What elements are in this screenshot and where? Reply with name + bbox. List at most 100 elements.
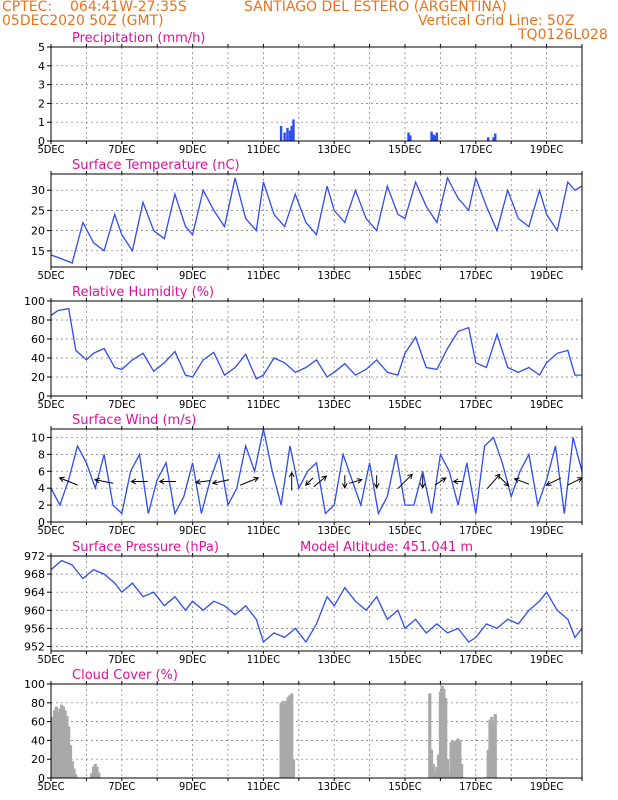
- x-tick-label: 11DEC: [247, 269, 280, 282]
- wind-arrow: [349, 479, 362, 484]
- wind-arrow-head: [253, 476, 260, 483]
- cloud-bar: [456, 738, 460, 778]
- x-tick-label: 11DEC: [247, 143, 280, 156]
- y-tick-label: 8: [38, 448, 45, 461]
- y-tick-label: 968: [24, 568, 45, 581]
- precip-bar: [430, 131, 433, 141]
- model-altitude: Model Altitude: 451.041 m: [300, 540, 473, 555]
- y-tick-label: 960: [24, 604, 45, 617]
- precip-bar: [435, 132, 439, 141]
- x-tick-label: 17DEC: [459, 524, 492, 537]
- y-tick-label: 0: [38, 772, 45, 785]
- x-tick-label: 11DEC: [247, 780, 280, 793]
- x-tick-label: 9DEC: [179, 269, 206, 282]
- y-tick-label: 30: [31, 184, 45, 197]
- precip-bar: [494, 133, 497, 141]
- plot-frame: [50, 300, 583, 397]
- x-tick-label: 7DEC: [108, 143, 135, 156]
- cloud-bar: [63, 710, 67, 778]
- cloud-bar: [58, 708, 62, 778]
- precip-bar: [433, 135, 437, 141]
- y-tick-label: 0: [38, 516, 45, 529]
- cloud-bar: [60, 704, 64, 778]
- y-tick-label: 80: [31, 697, 45, 710]
- cloud-bar: [435, 766, 439, 778]
- cloud-bar: [444, 698, 448, 778]
- x-tick-label: 9DEC: [179, 398, 206, 411]
- precip-bar: [492, 137, 495, 141]
- cloud-bar: [90, 773, 94, 778]
- cloud-bar: [493, 714, 497, 778]
- x-tick-label: 15DEC: [388, 398, 421, 411]
- cloud-bar: [460, 763, 464, 778]
- x-tick-label: 19DEC: [530, 780, 563, 793]
- cloud-bar: [491, 721, 496, 778]
- y-tick-label: 40: [31, 734, 45, 747]
- x-tick-label: 5DEC: [37, 269, 64, 282]
- x-tick-label: 11DEC: [247, 653, 280, 666]
- precip-bar: [283, 132, 286, 141]
- cloud-bar: [429, 749, 434, 778]
- cloud-bar: [445, 759, 450, 778]
- cloud-bar: [288, 695, 292, 778]
- x-tick-label: 9DEC: [179, 653, 206, 666]
- wind-arrow-head: [452, 478, 459, 485]
- cloud-bar: [291, 759, 296, 778]
- series-line: [51, 307, 582, 380]
- y-tick-label: 4: [38, 482, 45, 495]
- cloud-bar: [56, 712, 60, 778]
- cloud-bar: [281, 700, 285, 778]
- x-tick-label: 13DEC: [318, 524, 351, 537]
- wind-arrow: [567, 477, 583, 486]
- wind-arrow: [486, 473, 501, 490]
- cloud-bar: [54, 706, 58, 778]
- panel-title: Relative Humidity (%): [72, 285, 214, 300]
- wind-arrow-head: [58, 476, 65, 483]
- wind-arrow-head: [130, 478, 137, 485]
- y-tick-label: 1: [38, 116, 45, 129]
- x-tick-label: 5DEC: [37, 524, 64, 537]
- precip-bar: [288, 130, 292, 141]
- panel-4: 0 2 4 6 8 10 5DEC 7DEC 9DEC 11DEC 13DEC 15DEC 17DEC 1…: [31, 413, 584, 537]
- cloud-bar: [51, 716, 55, 778]
- x-tick-label: 17DEC: [459, 269, 492, 282]
- cloud-bar: [454, 740, 458, 778]
- cloud-bar: [433, 773, 437, 778]
- x-tick-label: 13DEC: [318, 269, 351, 282]
- x-tick-label: 7DEC: [108, 780, 135, 793]
- wind-arrow-head: [341, 483, 348, 489]
- y-tick-label: 0: [38, 135, 45, 148]
- precip-bar: [279, 125, 283, 141]
- plot-frame: [50, 173, 583, 268]
- x-tick-label: 17DEC: [459, 780, 492, 793]
- panel-3: 0 20 40 60 80 100 5DEC 7DEC 9DEC 11DEC 13DEC 15DEC 1…: [24, 285, 583, 411]
- precip-bar: [432, 134, 435, 141]
- precip-bar: [286, 127, 289, 141]
- wind-arrow: [499, 476, 509, 487]
- panel-5: 952 956 960 964 968 972 5DEC 7DEC 9DEC 11DEC 13DEC…: [24, 540, 583, 666]
- y-tick-label: 3: [38, 79, 45, 92]
- x-tick-label: 19DEC: [530, 398, 563, 411]
- y-tick-label: 60: [31, 333, 45, 346]
- wind-arrow-head: [407, 473, 413, 480]
- panel-title: Surface Temperature (nC): [72, 158, 240, 173]
- x-tick-label: 13DEC: [318, 143, 351, 156]
- x-tick-label: 5DEC: [37, 653, 64, 666]
- cloud-bar: [458, 740, 462, 778]
- wind-arrow-head: [288, 471, 295, 478]
- panel-6: 0 20 40 60 80 100 5DEC 7DEC 9DEC 11DEC 13DEC 15DEC 1…: [24, 668, 583, 793]
- x-tick-label: 19DEC: [530, 524, 563, 537]
- precip-bar: [486, 137, 490, 141]
- cloud-bar: [431, 763, 435, 778]
- cloud-bar: [284, 700, 289, 778]
- x-tick-label: 9DEC: [179, 524, 206, 537]
- cloud-bar: [97, 772, 101, 778]
- wind-arrow: [397, 473, 413, 490]
- wind-arrow: [313, 475, 327, 488]
- panel-2: 15 20 25 30 5DEC 7DEC 9DEC 11DEC 13DEC 15DEC 17DEC…: [31, 158, 583, 282]
- x-tick-label: 19DEC: [530, 653, 563, 666]
- cloud-bar: [490, 716, 494, 778]
- cloud-bar: [428, 693, 432, 778]
- precip-bar: [409, 135, 412, 141]
